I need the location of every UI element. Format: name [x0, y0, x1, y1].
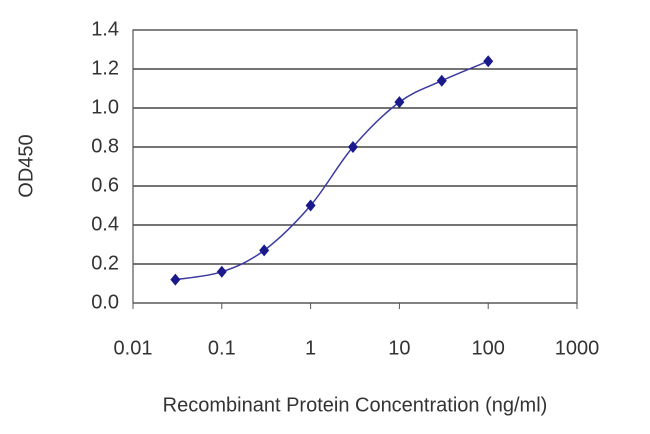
plot-frame — [132, 29, 578, 304]
y-tick-label: 0.0 — [91, 291, 119, 313]
data-point — [436, 74, 447, 87]
x-tick-label: 10 — [388, 337, 410, 359]
y-tick-label: 0.6 — [91, 174, 119, 196]
fit-curve — [175, 60, 489, 281]
data-point — [305, 199, 316, 212]
y-tick-label: 1.2 — [91, 57, 119, 79]
x-tick-label: 0.1 — [208, 337, 236, 359]
data-point — [170, 273, 181, 286]
data-point — [216, 265, 227, 278]
x-axis-label: Recombinant Protein Concentration (ng/ml… — [163, 394, 548, 416]
data-point — [259, 244, 270, 257]
x-tick-label: 100 — [472, 337, 505, 359]
y-tick-label: 0.4 — [91, 213, 119, 235]
x-tick-label: 1 — [305, 337, 316, 359]
y-tick-label: 1.0 — [91, 96, 119, 118]
data-point — [483, 55, 494, 68]
x-tick-label: 1000 — [555, 337, 600, 359]
x-tick-label: 0.01 — [114, 337, 153, 359]
y-axis-label: OD450 — [15, 134, 37, 197]
y-tick-label: 0.8 — [91, 135, 119, 157]
data-point — [394, 96, 405, 109]
y-tick-label: 1.4 — [91, 18, 119, 40]
y-tick-label: 0.2 — [91, 252, 119, 274]
data-point — [347, 141, 358, 153]
